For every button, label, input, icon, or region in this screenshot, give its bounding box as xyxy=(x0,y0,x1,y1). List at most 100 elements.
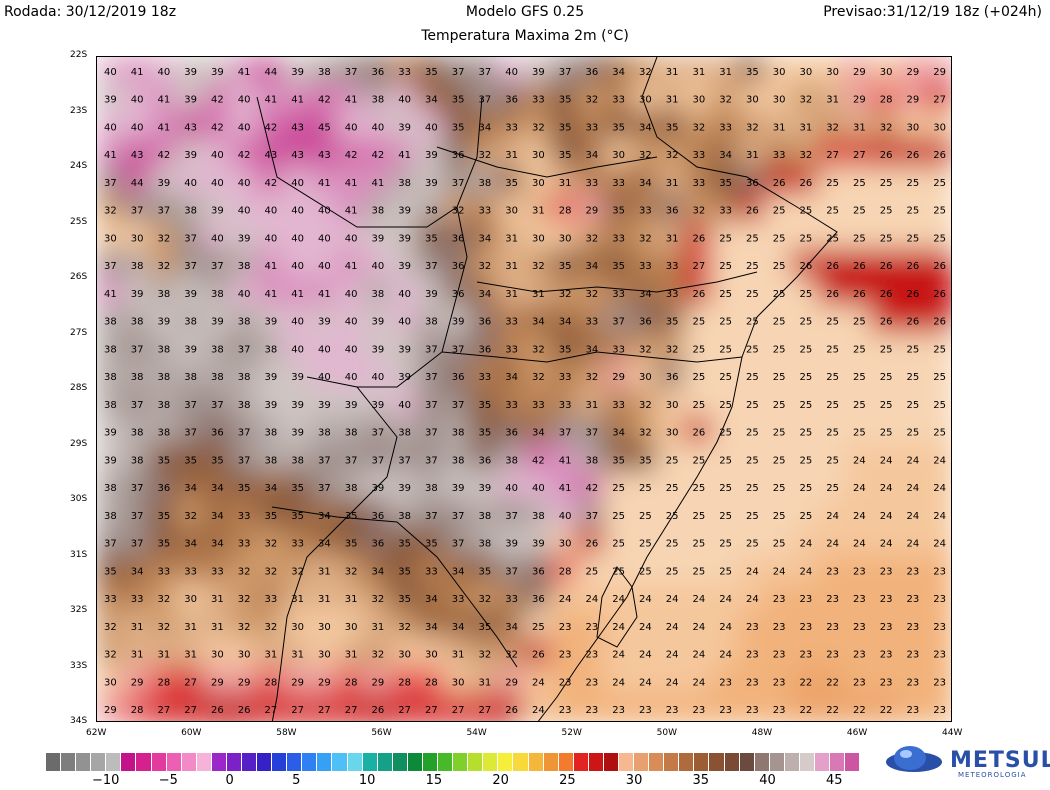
field-cell xyxy=(469,693,501,721)
field-cell xyxy=(630,360,661,392)
field-cell xyxy=(175,471,206,503)
temperature-value: 31 xyxy=(559,178,572,189)
field-cell xyxy=(870,110,902,143)
temperature-value: 37 xyxy=(104,539,117,550)
temperature-value: 39 xyxy=(291,400,304,411)
temperature-value: 35 xyxy=(612,261,625,272)
field-cell xyxy=(255,110,287,143)
field-cell xyxy=(763,277,795,309)
field-cell xyxy=(790,138,822,170)
temperature-value: 36 xyxy=(372,539,385,550)
field-cell xyxy=(576,665,608,698)
field-cell xyxy=(228,388,260,420)
field-cell xyxy=(255,582,287,614)
field-cell xyxy=(496,360,527,392)
field-cell xyxy=(148,610,180,642)
field-cell xyxy=(282,221,313,254)
field-cell xyxy=(121,193,153,226)
colorbar-swatch xyxy=(226,753,243,771)
metsul-tagline: METEOROLOGIA xyxy=(958,771,1027,779)
field-cell xyxy=(335,57,367,87)
field-cell xyxy=(389,637,420,670)
temperature-value: 31 xyxy=(773,122,786,133)
temperature-value: 23 xyxy=(746,650,759,661)
field-cell xyxy=(121,304,153,337)
temperature-value: 32 xyxy=(345,566,358,577)
temperature-value: 30 xyxy=(425,650,438,661)
temperature-value: 37 xyxy=(318,483,331,494)
temperature-value: 32 xyxy=(666,344,679,355)
field-cell xyxy=(362,138,394,170)
temperature-value: 32 xyxy=(826,122,839,133)
field-cell xyxy=(763,526,795,559)
field-cell xyxy=(763,221,795,254)
temperature-value: 32 xyxy=(291,566,304,577)
temperature-value: 37 xyxy=(104,261,117,272)
temperature-value: 34 xyxy=(372,566,385,577)
temperature-value: 37 xyxy=(452,400,465,411)
field-cell xyxy=(844,499,875,531)
temperature-value: 25 xyxy=(693,539,706,550)
temperature-value: 28 xyxy=(131,705,144,716)
field-cell xyxy=(362,526,394,559)
field-cell xyxy=(710,388,741,420)
field-cell xyxy=(737,304,768,337)
temperature-value: 25 xyxy=(880,206,893,217)
temperature-value: 24 xyxy=(800,539,813,550)
temperature-value: 41 xyxy=(265,261,278,272)
field-cell xyxy=(309,665,340,698)
temperature-value: 25 xyxy=(773,400,786,411)
field-cell xyxy=(897,610,929,642)
temperature-value: 39 xyxy=(452,483,465,494)
field-cell xyxy=(121,57,153,87)
temperature-value: 37 xyxy=(131,483,144,494)
temperature-value: 35 xyxy=(425,67,438,78)
temperature-value: 27 xyxy=(291,705,304,716)
temperature-value: 35 xyxy=(345,539,358,550)
field-cell xyxy=(763,388,795,420)
field-cell xyxy=(683,526,715,559)
temperature-value: 38 xyxy=(372,289,385,300)
temperature-value: 31 xyxy=(211,594,224,605)
temperature-value: 37 xyxy=(184,233,197,244)
field-cell xyxy=(202,57,233,87)
field-cell xyxy=(603,166,634,198)
temperature-value: 25 xyxy=(773,289,786,300)
temperature-value: 35 xyxy=(158,455,171,466)
field-cell xyxy=(228,499,260,531)
field-cell xyxy=(790,249,822,281)
temperature-value: 27 xyxy=(184,705,197,716)
temperature-value: 26 xyxy=(907,150,920,161)
temperature-value: 37 xyxy=(238,344,251,355)
field-cell xyxy=(416,57,447,87)
field-cell xyxy=(121,415,153,448)
latitude-label: 24S xyxy=(70,161,88,171)
temperature-value: 39 xyxy=(184,150,197,161)
field-cell xyxy=(737,82,768,115)
temperature-value: 33 xyxy=(612,95,625,106)
field-cell xyxy=(763,693,795,721)
temperature-value: 28 xyxy=(425,677,438,688)
temperature-value: 37 xyxy=(425,511,438,522)
field-cell xyxy=(924,665,951,698)
temperature-value: 41 xyxy=(158,95,171,106)
temperature-value: 24 xyxy=(907,483,920,494)
temperature-value: 31 xyxy=(131,650,144,661)
temperature-value: 39 xyxy=(372,344,385,355)
temperature-value: 31 xyxy=(184,650,197,661)
colorbar-swatch xyxy=(498,753,514,771)
field-cell xyxy=(656,193,688,226)
field-title: Temperatura Maxima 2m (°C) xyxy=(421,28,629,44)
longitude-label: 52W xyxy=(561,728,582,738)
field-cell xyxy=(817,57,848,87)
field-cell xyxy=(309,193,340,226)
colorbar-label: 5 xyxy=(292,773,301,788)
temperature-value: 38 xyxy=(479,539,492,550)
latitude-label: 25S xyxy=(70,216,88,227)
field-cell xyxy=(710,138,741,170)
field-cell xyxy=(309,82,340,115)
temperature-value: 24 xyxy=(532,705,545,716)
temperature-value: 34 xyxy=(586,261,599,272)
field-cell xyxy=(416,138,447,170)
temperature-value: 40 xyxy=(372,372,385,383)
